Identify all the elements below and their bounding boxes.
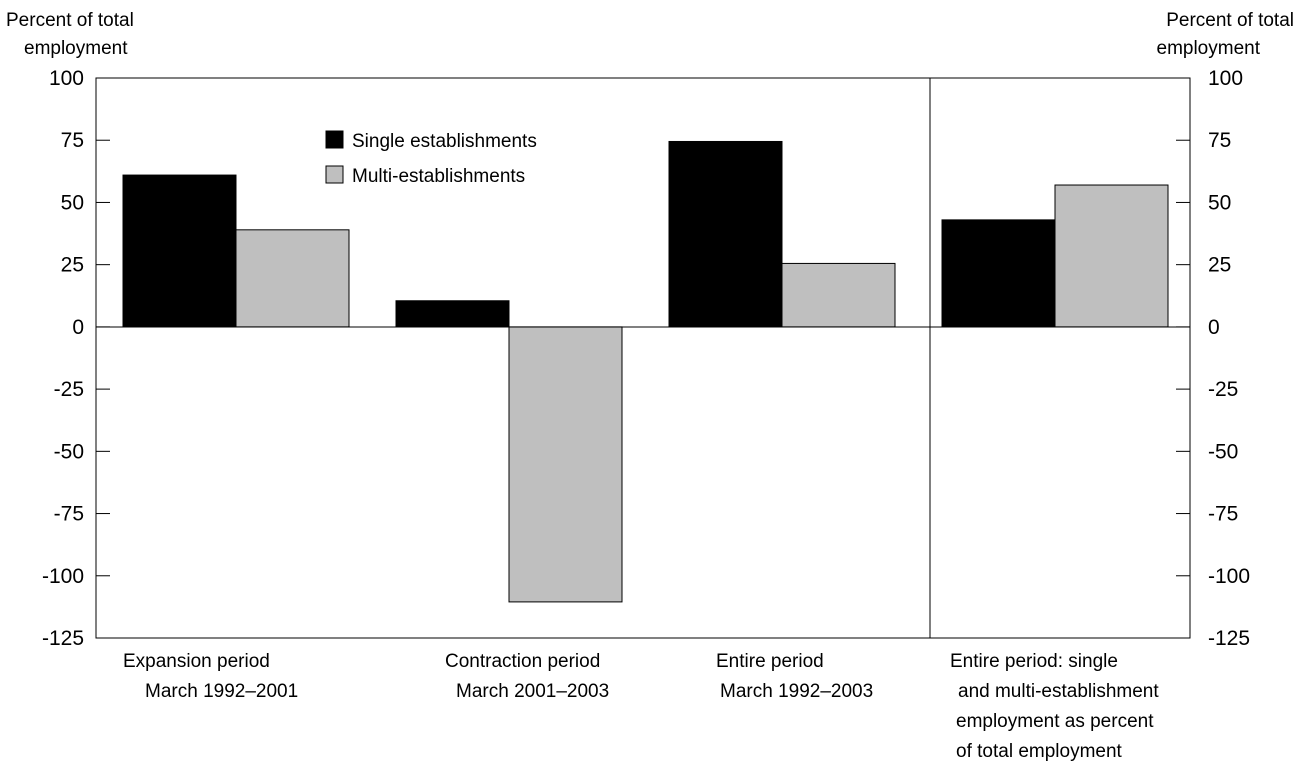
x-category-label-0-line-1: March 1992–2001 [145, 681, 298, 702]
plot-frame [95, 77, 1191, 639]
x-category-label-3-line-2: employment as percent [956, 711, 1154, 732]
y-axis-title-right-line1: Percent of total [1166, 10, 1294, 31]
y-tick-label-left: -100 [42, 565, 84, 588]
legend-label-single: Single establishments [352, 131, 537, 152]
bar-single-0 [122, 174, 237, 328]
legend-label-multi: Multi-establishments [352, 166, 525, 187]
y-tick-label-right: 25 [1208, 254, 1231, 277]
y-tick-label-right: 0 [1208, 316, 1220, 339]
y-tick-label-right: -50 [1208, 440, 1238, 463]
x-category-label-2-line-0: Entire period [716, 651, 824, 672]
y-tick-label-right: 75 [1208, 129, 1231, 152]
bar-multi-1 [508, 326, 623, 603]
legend-swatch-multi [325, 165, 344, 184]
y-tick-label-left: 0 [72, 316, 84, 339]
x-category-label-3-line-3: of total employment [956, 741, 1123, 762]
x-category-label-1-line-1: March 2001–2003 [456, 681, 609, 702]
y-tick-label-left: -25 [54, 378, 84, 401]
y-axis-title-right-line2: employment [1157, 38, 1261, 59]
y-tick-label-left: 25 [61, 254, 84, 277]
y-axis-title-left-line2: employment [24, 38, 128, 59]
x-category-label-1-line-0: Contraction period [445, 651, 600, 672]
x-category-label-0-line-0: Expansion period [123, 651, 270, 672]
y-tick-label-right: -25 [1208, 378, 1238, 401]
bar-single-1 [395, 300, 510, 328]
bar-multi-0 [235, 229, 350, 328]
x-category-label-3-line-0: Entire period: single [950, 651, 1118, 672]
y-tick-label-left: -75 [54, 503, 84, 526]
x-category-label-3-line-1: and multi-establishment [958, 681, 1159, 702]
y-tick-label-left: 75 [61, 129, 84, 152]
y-tick-label-right: 100 [1208, 67, 1243, 90]
bar-layer [122, 140, 1169, 603]
legend: Single establishments Multi-establishmen… [325, 130, 537, 187]
bar-single-2 [668, 140, 783, 328]
y-tick-label-left: -50 [54, 440, 84, 463]
y-tick-label-left: 100 [49, 67, 84, 90]
y-tick-label-right: -125 [1208, 627, 1250, 650]
bar-multi-2 [781, 262, 896, 328]
tick-layer: 100 100 75 75 50 50 25 25 0 0 -25 -25 -50 -50 -75 -75 -1… [42, 67, 1250, 650]
bar-multi-3 [1054, 184, 1169, 328]
x-category-label-2-line-1: March 1992–2003 [720, 681, 873, 702]
y-tick-label-right: -75 [1208, 503, 1238, 526]
y-tick-label-left: 50 [61, 191, 84, 214]
category-labels: Expansion period March 1992–2001 Contracti… [123, 651, 1159, 762]
legend-swatch-single [325, 130, 344, 149]
y-tick-label-left: -125 [42, 627, 84, 650]
y-axis-title-left-line1: Percent of total [6, 10, 134, 31]
y-tick-label-right: -100 [1208, 565, 1250, 588]
y-tick-label-right: 50 [1208, 191, 1231, 214]
bar-single-3 [941, 219, 1056, 328]
